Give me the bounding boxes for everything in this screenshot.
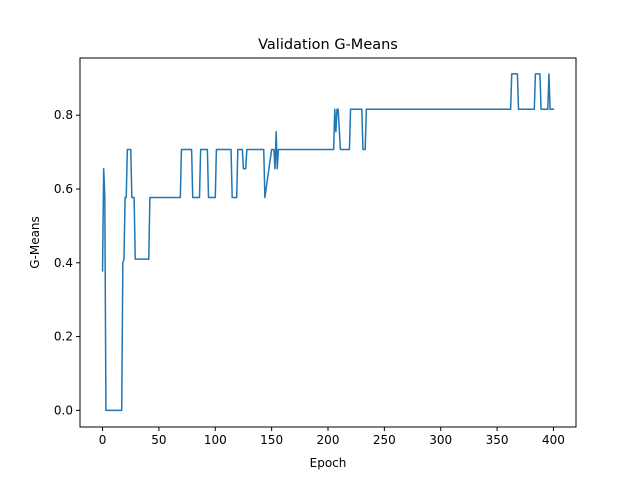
x-axis-label: Epoch — [310, 456, 347, 470]
x-tick-label: 300 — [429, 433, 452, 447]
y-tick-label: 0.2 — [54, 330, 73, 344]
chart-title: Validation G-Means — [258, 37, 398, 53]
x-tick-label: 250 — [373, 433, 396, 447]
y-tick-label: 0.8 — [54, 108, 73, 122]
y-tick-label: 0.0 — [54, 403, 73, 417]
y-tick-label: 0.6 — [54, 182, 73, 196]
x-tick-label: 100 — [204, 433, 227, 447]
x-tick-label: 200 — [317, 433, 340, 447]
y-tick-label: 0.4 — [54, 256, 73, 270]
x-tick-label: 50 — [151, 433, 166, 447]
x-tick-label: 400 — [542, 433, 565, 447]
y-axis-label: G-Means — [28, 216, 42, 269]
x-tick-label: 0 — [99, 433, 107, 447]
x-tick-label: 350 — [486, 433, 509, 447]
series-line-0 — [101, 73, 555, 412]
plot-area — [101, 73, 555, 412]
x-axis-ticks: 0 50 100 150 200 250 300 350 400 — [99, 427, 565, 447]
x-tick-label: 150 — [260, 433, 283, 447]
plot-frame — [79, 57, 577, 428]
y-axis-ticks: 0.0 0.2 0.4 0.6 0.8 — [54, 108, 80, 417]
